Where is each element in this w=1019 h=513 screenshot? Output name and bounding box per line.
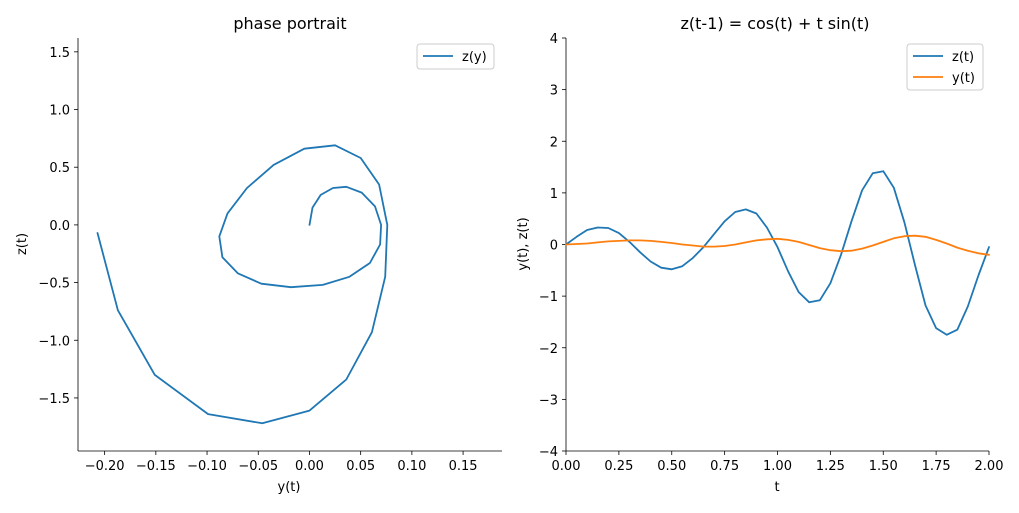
legend-box — [416, 43, 495, 70]
legend-label: y(t) — [952, 71, 975, 86]
y-tick-label: 0 — [550, 239, 558, 254]
y-tick-label: 2 — [550, 135, 558, 150]
chart-title: phase portrait — [233, 14, 346, 33]
series-line-0 — [565, 170, 990, 336]
series-lines — [565, 170, 990, 336]
y-tick-label: −1 — [539, 290, 558, 305]
x-axis-label: y(t) — [278, 480, 301, 495]
x-tick-label: 2.00 — [975, 459, 1004, 474]
y-tick-label: −2 — [539, 342, 558, 357]
x-tick-label: 0.50 — [657, 459, 686, 474]
y-tick-label: −0.5 — [38, 277, 70, 292]
x-tick-label: 0.00 — [552, 459, 581, 474]
x-tick-label: 1.25 — [816, 459, 845, 474]
series-lines — [96, 144, 389, 425]
y-tick-label: −1.5 — [38, 392, 70, 407]
x-tick-label: 0.00 — [295, 459, 324, 474]
legend-label: z(t) — [952, 50, 974, 65]
y-axis-label: y(t), z(t) — [516, 217, 531, 270]
x-tick-label: −0.20 — [85, 459, 125, 474]
x-tick-label: −0.15 — [136, 459, 176, 474]
x-tick-label: 0.25 — [604, 459, 633, 474]
x-axis-label: t — [774, 480, 779, 495]
x-tick-label: 0.15 — [449, 459, 478, 474]
y-tick-label: 1.0 — [49, 104, 70, 119]
y-tick-label: 0.0 — [49, 219, 70, 234]
x-tick-label: 0.05 — [346, 459, 375, 474]
x-tick-label: 0.75 — [710, 459, 739, 474]
x-tick-label: −0.05 — [238, 459, 278, 474]
y-tick-label: 1 — [550, 187, 558, 202]
chart-title: z(t-1) = cos(t) + t sin(t) — [681, 14, 870, 33]
y-tick-label: −1.0 — [38, 334, 70, 349]
y-ticks: −4 −3 −2 −1 0 1 2 3 4 — [539, 32, 566, 460]
y-tick-label: 4 — [550, 32, 558, 47]
x-tick-label: −0.10 — [187, 459, 227, 474]
y-axis-label: z(t) — [15, 233, 30, 255]
series-line-0 — [96, 144, 389, 425]
legend: z(t) y(t) — [906, 43, 984, 91]
series-line-1 — [565, 234, 990, 256]
x-tick-label: 1.00 — [763, 459, 792, 474]
phase-portrait-panel: phase portrait −0.20 −0.15 −0.10 −0.05 0.00 0… — [15, 14, 502, 495]
x-tick-label: 0.10 — [397, 459, 426, 474]
x-ticks: −0.20 −0.15 −0.10 −0.05 0.00 0.05 0.10 0.15 — [85, 451, 478, 474]
y-ticks: −1.5 −1.0 −0.5 0.0 0.5 1.0 1.5 — [38, 46, 78, 407]
legend: z(y) — [416, 43, 495, 70]
x-tick-label: 1.50 — [869, 459, 898, 474]
x-ticks: 0.00 0.25 0.50 0.75 1.00 1.25 1.50 1.75 2.00 — [552, 451, 1004, 474]
y-tick-label: 3 — [550, 84, 558, 99]
y-tick-label: −4 — [539, 445, 558, 460]
legend-label: z(y) — [462, 50, 487, 65]
time-series-panel: z(t-1) = cos(t) + t sin(t) 0.00 0.25 0.50 0… — [516, 14, 1003, 495]
y-tick-label: −3 — [539, 393, 558, 408]
y-tick-label: 1.5 — [49, 46, 70, 61]
x-tick-label: 1.75 — [922, 459, 951, 474]
y-tick-label: 0.5 — [49, 161, 70, 176]
